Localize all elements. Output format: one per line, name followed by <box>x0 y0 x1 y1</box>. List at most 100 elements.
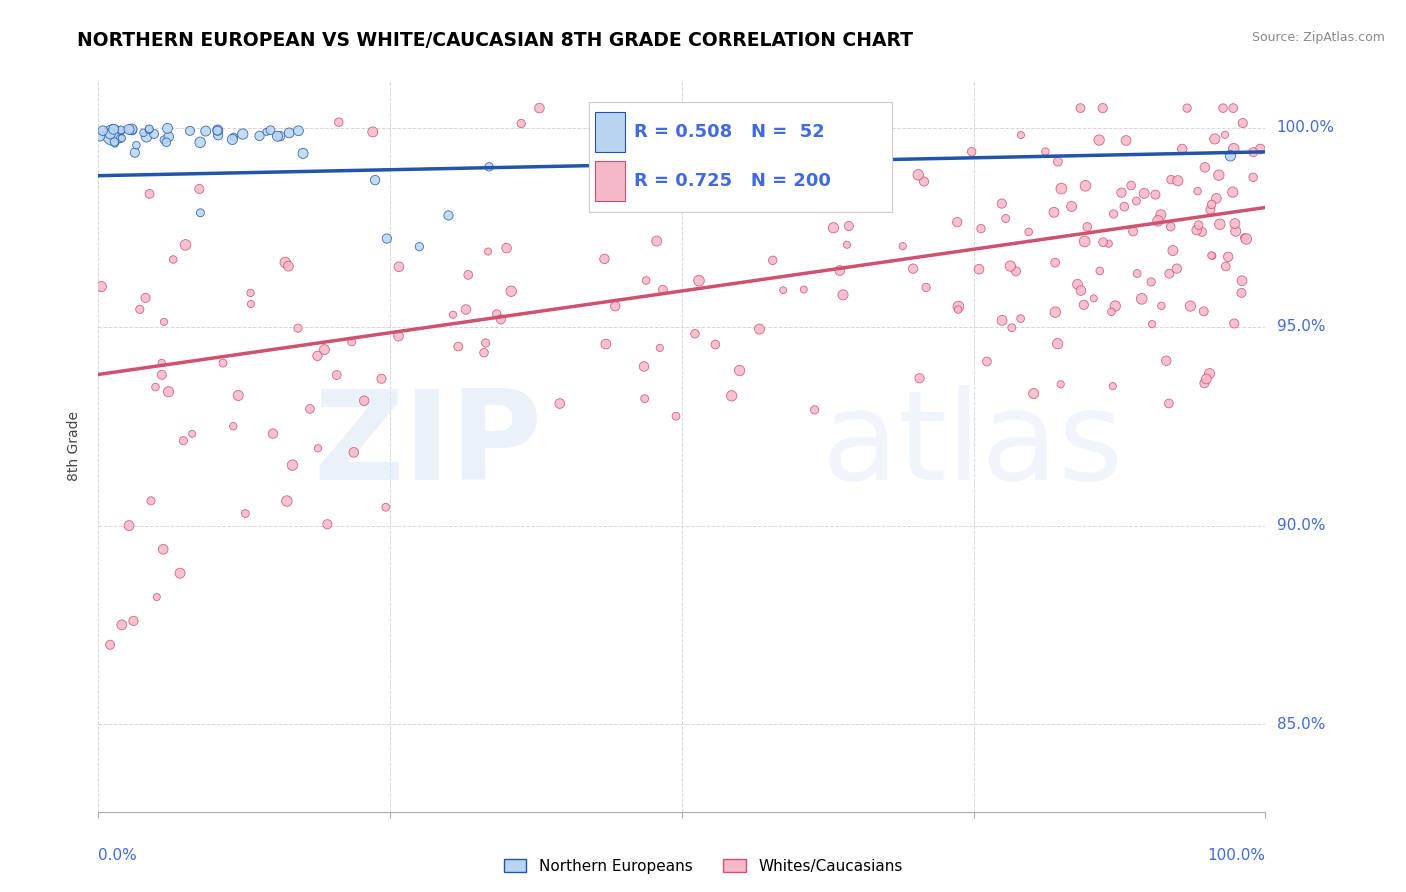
Point <box>153 315 176 329</box>
Point <box>1121 178 1143 193</box>
Point <box>593 252 616 266</box>
Point <box>548 396 571 410</box>
Point <box>793 283 815 297</box>
Point <box>132 126 155 140</box>
Point <box>1161 244 1184 258</box>
Point <box>915 280 938 294</box>
Point <box>1187 184 1209 198</box>
Point <box>281 458 304 472</box>
Point <box>1130 292 1153 306</box>
Text: atlas: atlas <box>823 385 1123 507</box>
Point <box>89 129 111 144</box>
Point <box>1098 236 1121 251</box>
Point <box>1074 178 1097 193</box>
Point <box>1225 224 1247 238</box>
Point <box>633 359 655 374</box>
Point <box>803 403 825 417</box>
Point <box>948 300 970 314</box>
Point <box>1088 264 1111 278</box>
Point <box>730 193 752 207</box>
Point <box>1070 284 1092 298</box>
Point <box>838 219 860 233</box>
Point <box>946 302 969 317</box>
Point <box>254 125 277 139</box>
Point <box>277 259 299 273</box>
Point <box>1160 219 1182 234</box>
Point <box>343 445 366 459</box>
Point <box>441 308 464 322</box>
Point <box>1205 191 1227 205</box>
Text: 100.0%: 100.0% <box>1277 120 1334 136</box>
Point <box>1175 101 1198 115</box>
Point <box>212 356 235 370</box>
Point <box>172 434 194 448</box>
Text: ZIP: ZIP <box>314 385 541 507</box>
Point <box>1230 285 1253 300</box>
Point <box>152 542 174 557</box>
Point <box>287 124 309 138</box>
Point <box>1171 142 1194 156</box>
Point <box>1222 185 1244 199</box>
Point <box>375 231 398 245</box>
Point <box>1249 142 1271 156</box>
Point <box>207 128 229 143</box>
Point <box>98 638 121 652</box>
Point <box>991 196 1014 211</box>
Point <box>1101 305 1123 319</box>
Point <box>408 240 430 254</box>
Point <box>1049 377 1071 392</box>
Point <box>1223 317 1246 331</box>
Point <box>835 237 858 252</box>
Point <box>169 566 191 581</box>
Point <box>118 122 141 136</box>
Point <box>138 121 160 136</box>
Point <box>232 127 254 141</box>
Point <box>292 146 315 161</box>
Point <box>138 186 160 201</box>
Point <box>150 368 173 382</box>
Point <box>1140 275 1163 289</box>
Point <box>1204 132 1226 146</box>
Point <box>370 372 392 386</box>
Point <box>779 101 801 115</box>
Point <box>1147 214 1170 228</box>
Point <box>1069 101 1091 115</box>
Point <box>222 129 245 144</box>
Legend: Northern Europeans, Whites/Caucasians: Northern Europeans, Whites/Caucasians <box>498 853 908 880</box>
Point <box>1194 161 1216 175</box>
Point <box>156 121 179 136</box>
Point <box>823 220 845 235</box>
Point <box>239 297 262 311</box>
Point <box>103 135 125 149</box>
Point <box>1201 197 1223 211</box>
Point <box>485 307 508 321</box>
Point <box>501 284 523 298</box>
Point <box>1111 186 1133 200</box>
Point <box>1166 261 1188 276</box>
Point <box>651 283 673 297</box>
Point <box>307 349 329 363</box>
Point <box>353 393 375 408</box>
Point <box>529 101 551 115</box>
Point <box>645 234 668 248</box>
Point <box>1133 186 1156 201</box>
Point <box>121 122 143 136</box>
Point <box>907 168 929 182</box>
Point <box>1223 142 1246 156</box>
Point <box>269 129 291 144</box>
Text: 95.0%: 95.0% <box>1277 319 1324 334</box>
Point <box>1218 250 1240 264</box>
Point <box>1192 304 1215 318</box>
Text: 0.0%: 0.0% <box>98 848 138 863</box>
Point <box>447 340 470 354</box>
Point <box>1215 260 1237 274</box>
Point <box>1046 154 1069 169</box>
Point <box>361 125 384 139</box>
Point <box>1167 174 1189 188</box>
Point <box>478 160 501 174</box>
Point <box>437 209 460 223</box>
Point <box>1122 224 1144 238</box>
Point <box>104 136 127 151</box>
Point <box>249 128 271 143</box>
Point <box>207 123 229 137</box>
